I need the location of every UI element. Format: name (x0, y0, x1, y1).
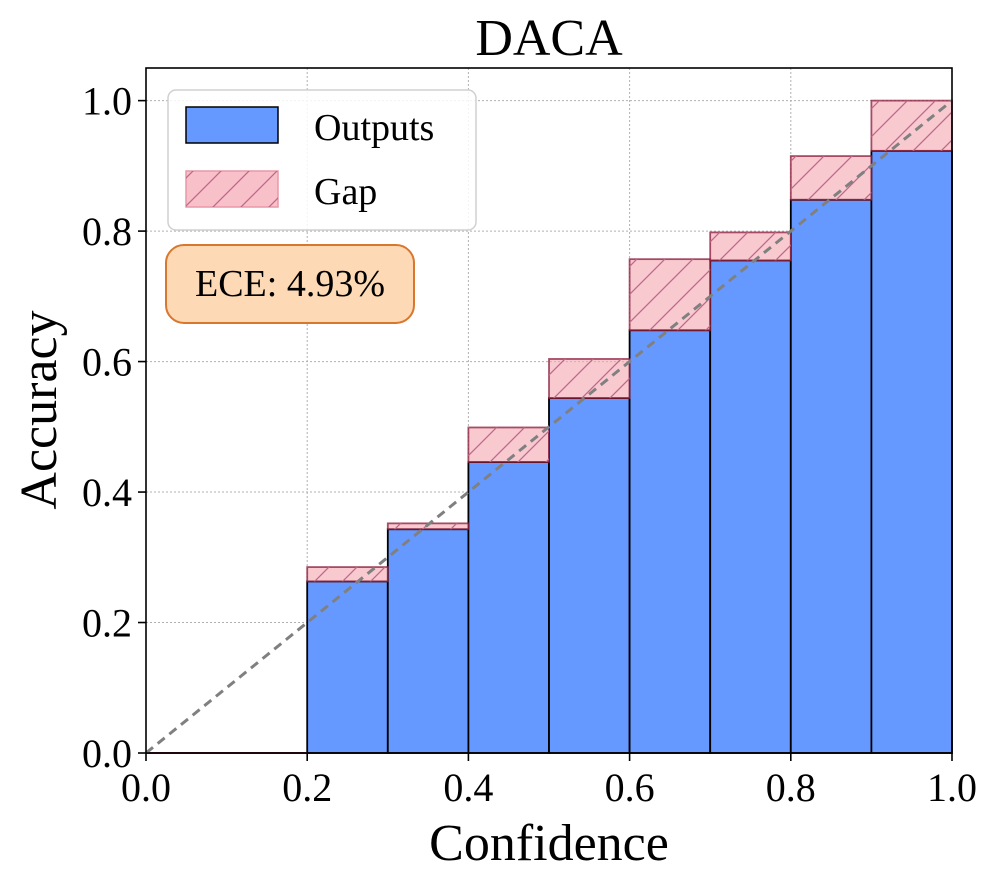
y-tick-label-0: 0.0 (82, 731, 132, 776)
output-bar-3 (386, 528, 470, 754)
y-tick-label-4: 0.8 (82, 209, 132, 254)
output-bar-2 (306, 580, 389, 754)
y-tick-label-5: 1.0 (82, 79, 132, 124)
x-axis-label: Confidence (429, 815, 669, 872)
y-axis-ticks: 0.0 0.2 0.4 0.6 0.8 1.0 (82, 79, 146, 776)
output-bar-8 (789, 198, 873, 754)
plot-frame (145, 67, 953, 754)
output-bar-6 (628, 329, 712, 754)
gap-hatch-9 (871, 100, 952, 151)
ece-annotation: ECE: 4.93% (165, 244, 415, 324)
ece-box (165, 244, 415, 324)
output-bar-5 (548, 397, 631, 754)
output-bar-7 (709, 259, 792, 754)
gap-hatch-4 (468, 427, 549, 463)
chart-title: DACA (475, 10, 623, 67)
x-tick-label-2: 0.4 (443, 765, 493, 810)
legend-swatch-outputs (185, 106, 279, 144)
gap-hatch-5 (549, 358, 630, 399)
x-tick-label-3: 0.6 (605, 765, 655, 810)
x-tick-label-5: 1.0 (927, 765, 977, 810)
output-bar-4 (467, 461, 550, 754)
legend-label-outputs: Outputs (314, 107, 434, 149)
outputs-bars (306, 149, 953, 754)
gap-hatch-6 (629, 259, 711, 331)
gap-hatch-7 (710, 232, 791, 261)
gap-hatch-8 (790, 156, 872, 200)
legend: Outputs Gap (167, 89, 477, 231)
x-axis-ticks: 0.0 0.2 0.4 0.6 0.8 1.0 (121, 753, 977, 810)
x-tick-label-4: 0.8 (766, 765, 816, 810)
ece-text: ECE: 4.93% (195, 263, 385, 305)
y-axis-label: Accuracy (11, 310, 68, 509)
x-tick-label-1: 0.2 (282, 765, 332, 810)
x-tick-label-0: 0.0 (121, 765, 171, 810)
gap-hatch-2 (307, 567, 388, 582)
y-tick-label-2: 0.4 (82, 470, 132, 515)
y-tick-label-1: 0.2 (82, 601, 132, 646)
y-tick-label-3: 0.6 (82, 340, 132, 385)
legend-label-gap: Gap (314, 171, 377, 213)
output-bar-9 (870, 149, 953, 754)
perfect-calibration-line (145, 99, 953, 755)
legend-swatch-gap-hatch (186, 171, 278, 207)
